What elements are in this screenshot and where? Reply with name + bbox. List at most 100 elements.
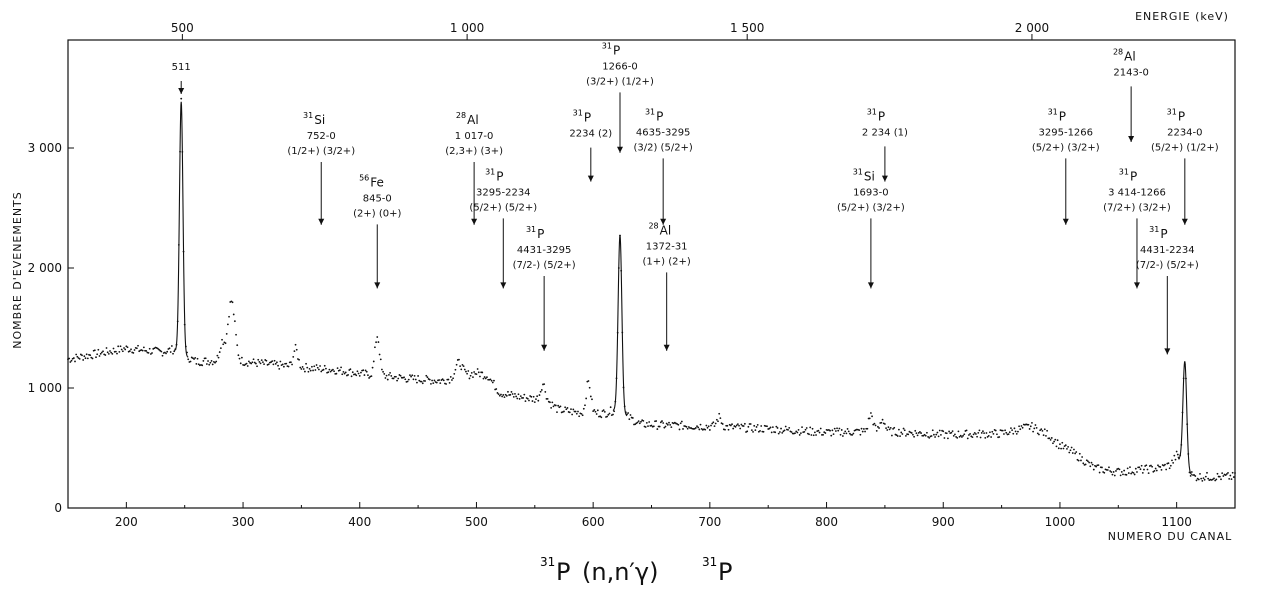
spectrum-point [559,405,562,408]
annotation-isotope: Si [314,113,325,127]
spectrum-point [106,351,109,354]
spectrum-point [756,423,759,426]
spectrum-point [392,377,395,380]
spectrum-point [97,348,100,351]
spectrum-point [1174,458,1177,461]
spectrum-point [173,350,176,353]
spectrum-point [1113,474,1116,477]
spectrum-point [98,355,101,357]
spectrum-point [813,431,816,434]
spectrum-point [1125,473,1128,476]
spectrum-point [69,361,72,363]
spectrum-point [740,423,743,426]
annotation-transition: 3295-1266 [1039,127,1094,138]
annotation-arrow-head [471,218,478,225]
spectrum-point [540,389,543,391]
spectrum-point [631,417,634,419]
reaction-symbol-left: P [556,558,570,586]
annotation-mass: 28 [1113,47,1123,56]
spectrum-point [397,377,400,380]
spectrum-point [679,422,682,425]
spectrum-point [837,429,840,432]
spectrum-point [838,427,841,430]
spectrum-point [665,422,668,425]
spectrum-point [1060,447,1063,450]
spectrum-point [1074,452,1077,455]
spectrum-point [479,375,481,378]
spectrum-point [333,370,335,373]
spectrum-point [668,421,670,424]
x-tick-label: 800 [815,515,838,529]
annotation-mass: 31 [1149,225,1159,234]
spectrum-point [931,429,934,432]
spectrum-point [449,376,452,378]
spectrum-point [739,427,742,430]
spectrum-point [564,406,567,409]
spectrum-point [395,375,397,378]
spectrum-point [442,379,445,382]
spectrum-point [1112,471,1115,473]
spectrum-point [656,428,659,430]
spectrum-point [204,357,207,360]
annotation-p2234_1: 31 P 2 234 (1) [862,107,908,182]
spectrum-point [335,372,338,375]
spectrum-point [452,377,455,380]
y-tick-label: 2 000 [28,261,62,275]
annotation-transition: 4431-2234 [1140,245,1195,256]
spectrum-point [85,353,88,356]
spectrum-point [368,377,370,379]
spectrum-point [483,376,486,378]
annotation-isotope: P [656,109,663,123]
spectrum-point [880,421,883,424]
spectrum-point [217,356,220,359]
spectrum-point [1019,428,1022,431]
spectrum-point [919,430,921,433]
spectrum-point [1020,425,1023,427]
spectrum-point [799,432,802,435]
spectrum-point [364,369,367,372]
spectrum-point [891,434,893,437]
spectrum-point [1089,465,1092,468]
spectrum-point [927,435,929,438]
annotation-mass: 31 [853,167,863,176]
spectrum-point [307,370,310,373]
spectrum-point [1120,471,1123,473]
spectrum-point [848,432,851,435]
spectrum-point [349,368,352,371]
spectrum-point [484,377,487,380]
spectrum-point [1145,464,1148,467]
spectrum-point [477,371,480,374]
spectrum-point [584,404,586,407]
annotation-transition: 752-0 [307,131,336,142]
spectrum-point [461,363,464,366]
spectrum-point [530,395,533,398]
spectrum-point [300,368,303,370]
spectrum-point [161,354,164,357]
spectrum-point [680,420,683,423]
spectrum-point [727,428,730,431]
spectrum-point [526,397,529,400]
spectrum-point [493,379,495,382]
spectrum-peak-line [612,235,628,417]
spectrum-point [659,421,662,424]
spectrum-point [130,348,132,351]
spectrum-point [903,429,906,432]
spectrum-point [124,348,127,351]
spectrum-point [1080,459,1082,462]
annotation-isotope: P [537,227,544,241]
energy-ticks: 500 1 000 1 500 2 000 [171,21,1049,40]
spectrum-point [237,354,240,357]
spectrum-point [943,437,946,439]
spectrum-point [664,425,667,428]
spectrum-point [1197,478,1200,481]
annotation-spins: (3/2) (5/2+) [633,142,692,153]
spectrum-point [314,369,317,371]
spectrum-point [873,422,876,425]
spectrum-point [711,422,714,425]
spectrum-point [648,421,651,423]
spectrum-point [409,374,411,376]
spectrum-point [836,427,838,430]
annotation-arrow-head [541,344,548,351]
spectrum-point [105,347,108,349]
